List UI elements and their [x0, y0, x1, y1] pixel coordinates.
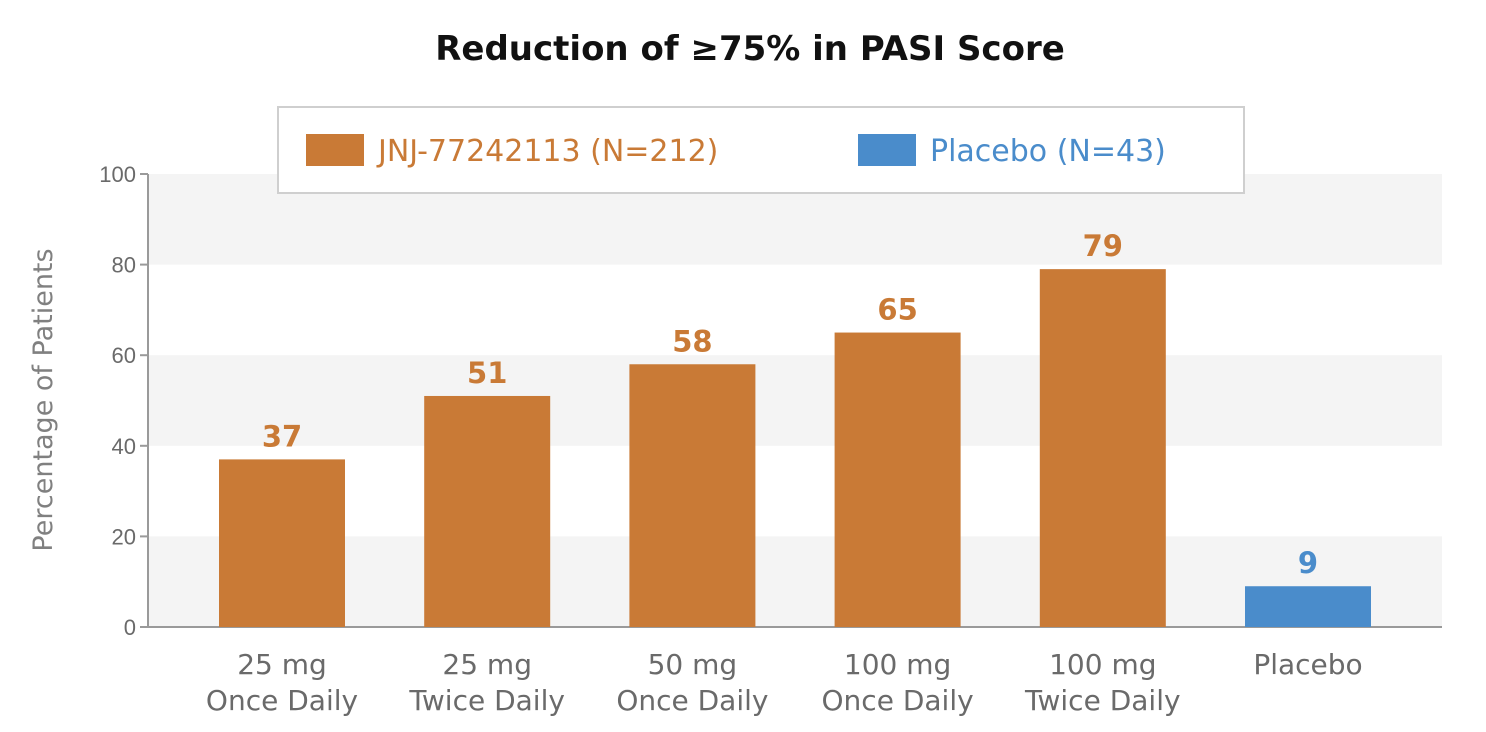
- legend: JNJ-77242113 (N=212) Placebo (N=43): [277, 106, 1245, 194]
- x-tick-label: 25 mg: [442, 648, 532, 681]
- x-tick-label: Once Daily: [822, 684, 974, 717]
- bar-value-label: 58: [672, 324, 712, 358]
- y-axis: 0 20 40 60 80 100: [99, 162, 1442, 640]
- legend-box: [277, 106, 1245, 194]
- bar: [1245, 586, 1371, 627]
- bar-value-label: 51: [467, 356, 507, 390]
- bar: [424, 395, 551, 627]
- y-axis-label: Percentage of Patients: [28, 248, 59, 551]
- bar: [1039, 269, 1166, 627]
- y-tick-label: 100: [99, 162, 136, 187]
- bars: [219, 269, 1371, 627]
- bar: [834, 332, 961, 627]
- bar: [629, 364, 756, 627]
- legend-swatch-placebo: [858, 134, 916, 166]
- x-tick-label: Once Daily: [616, 684, 768, 717]
- x-tick-label: Once Daily: [206, 684, 358, 717]
- bar: [219, 459, 345, 627]
- y-tick-label: 0: [124, 615, 136, 640]
- x-tick-label: 100 mg: [844, 648, 951, 681]
- bar-value-label: 37: [262, 419, 302, 453]
- y-tick-label: 80: [112, 253, 136, 278]
- chart-title: Reduction of ≥75% in PASI Score: [435, 29, 1065, 69]
- x-tick-label: Twice Daily: [408, 684, 565, 717]
- bar-value-label: 9: [1298, 546, 1318, 580]
- x-tick-label: Twice Daily: [1024, 684, 1181, 717]
- legend-swatch-jnj: [306, 134, 364, 166]
- x-tick-label: 100 mg: [1049, 648, 1156, 681]
- x-tick-label: 25 mg: [237, 648, 327, 681]
- legend-label-jnj: JNJ-77242113 (N=212): [376, 134, 718, 169]
- x-tick-label: Placebo: [1253, 648, 1362, 681]
- grid-band: [148, 355, 1442, 446]
- value-labels: 37 51 58 65 79 9: [262, 229, 1318, 580]
- y-tick-label: 40: [112, 434, 136, 459]
- y-tick-label: 60: [112, 343, 136, 368]
- grid-band: [148, 536, 1442, 627]
- bar-value-label: 79: [1083, 229, 1123, 263]
- legend-label-placebo: Placebo (N=43): [930, 134, 1166, 169]
- x-tick-label: 50 mg: [648, 648, 738, 681]
- bar-value-label: 65: [877, 293, 917, 327]
- y-tick-label: 20: [112, 524, 136, 549]
